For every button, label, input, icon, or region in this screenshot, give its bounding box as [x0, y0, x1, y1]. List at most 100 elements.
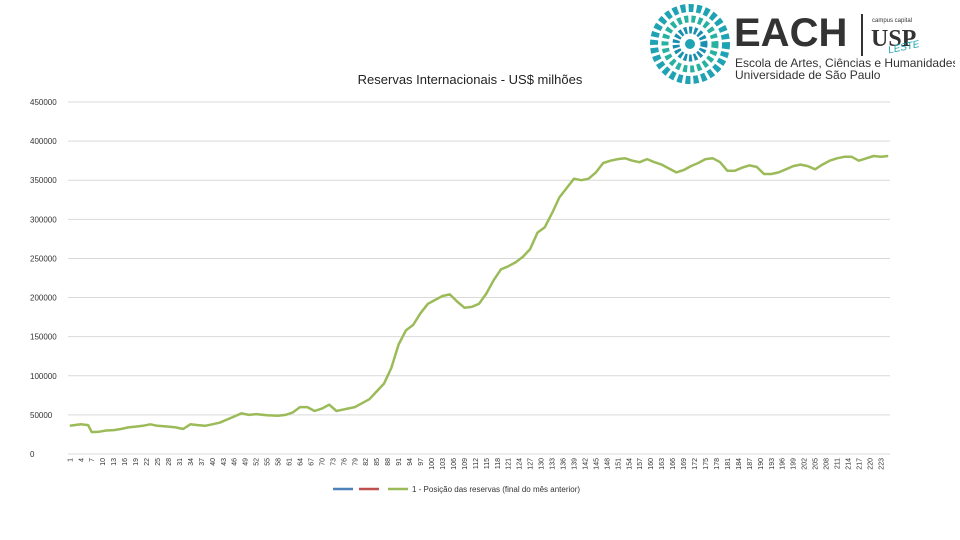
x-tick-label: 94 [407, 458, 414, 466]
x-tick-label: 133 [550, 458, 557, 470]
x-tick-label: 154 [626, 458, 633, 470]
x-tick-label: 115 [484, 458, 491, 469]
x-tick-label: 145 [593, 458, 600, 470]
logo-name: EACH [734, 11, 847, 55]
x-tick-label: 103 [440, 458, 447, 470]
x-tick-label: 55 [265, 458, 272, 466]
logo-school: Escola de Artes, Ciências e Humanidades [735, 56, 955, 70]
x-tick-label: 211 [835, 458, 842, 469]
x-tick-label: 106 [451, 458, 458, 470]
x-tick-label: 46 [232, 458, 239, 466]
logo-graphic: EACH campus capital USP LESTE Escola de … [650, 4, 958, 84]
x-tick-label: 157 [637, 458, 644, 470]
x-tick-label: 136 [561, 458, 568, 470]
x-tick-label: 28 [166, 458, 173, 466]
logo-university: Universidade de São Paulo [735, 68, 881, 82]
x-tick-label: 199 [791, 458, 798, 470]
x-tick-label: 202 [802, 458, 809, 470]
chart-title: Reservas Internacionais - US$ milhões [357, 72, 583, 87]
x-tick-label: 187 [747, 458, 754, 470]
x-tick-label: 127 [528, 458, 535, 470]
x-tick-label: 181 [725, 458, 732, 470]
x-tick-label: 208 [824, 458, 831, 470]
y-tick-label: 250000 [30, 254, 57, 263]
x-tick-label: 73 [330, 458, 337, 466]
x-axis-ticks: 1 4 7 10 13 16 19 22 25 28 31 34 37 40 43 46 49 52 55 58 61 6… [67, 458, 885, 470]
x-tick-label: 13 [111, 458, 118, 466]
x-tick-label: 193 [769, 458, 776, 470]
x-tick-label: 184 [736, 458, 743, 470]
y-axis-ticks: 0 50000 100000 150000 200000 250000 300000 3500… [30, 98, 57, 459]
x-tick-label: 91 [396, 458, 403, 466]
y-tick-label: 200000 [30, 294, 57, 303]
x-tick-label: 85 [374, 458, 381, 466]
x-tick-label: 112 [473, 458, 480, 469]
x-tick-label: 169 [681, 458, 688, 470]
gridlines [68, 101, 890, 455]
x-tick-label: 100 [429, 458, 436, 470]
x-tick-label: 163 [659, 458, 666, 470]
x-tick-label: 7 [89, 458, 96, 462]
y-tick-label: 0 [30, 450, 35, 459]
legend-label: 1 - Posição das reservas (final do mês a… [412, 485, 580, 494]
x-tick-label: 37 [199, 458, 206, 466]
x-tick-label: 223 [878, 458, 885, 470]
x-tick-label: 142 [582, 458, 589, 470]
x-tick-label: 79 [352, 458, 359, 466]
x-tick-label: 52 [254, 458, 261, 466]
x-tick-label: 70 [319, 458, 326, 466]
logo-mosaic-icon [650, 4, 730, 84]
x-tick-label: 19 [133, 458, 140, 466]
y-tick-label: 50000 [30, 411, 53, 420]
x-tick-label: 31 [177, 458, 184, 466]
x-tick-label: 121 [506, 458, 513, 470]
x-tick-label: 172 [692, 458, 699, 470]
y-tick-label: 300000 [30, 215, 57, 224]
x-tick-label: 1 [67, 458, 74, 462]
x-tick-label: 88 [385, 458, 392, 466]
series-layer [69, 154, 889, 434]
x-tick-label: 43 [221, 458, 228, 466]
x-tick-label: 49 [243, 458, 250, 466]
x-tick-label: 64 [297, 458, 304, 466]
y-tick-label: 150000 [30, 333, 57, 342]
legend: 1 - Posição das reservas (final do mês a… [333, 485, 580, 494]
x-tick-label: 4 [78, 458, 85, 462]
x-tick-label: 118 [495, 458, 502, 469]
x-tick-label: 97 [418, 458, 425, 466]
x-tick-label: 148 [604, 458, 611, 470]
x-tick-label: 130 [539, 458, 546, 470]
y-tick-label: 350000 [30, 176, 57, 185]
x-tick-label: 151 [615, 458, 622, 470]
x-tick-label: 58 [276, 458, 283, 466]
x-tick-label: 124 [517, 458, 524, 470]
x-tick-label: 22 [144, 458, 151, 466]
x-tick-label: 205 [813, 458, 820, 470]
x-tick-label: 82 [363, 458, 370, 466]
logo-campus-mark: USP [871, 26, 916, 52]
x-tick-label: 16 [122, 458, 129, 466]
x-tick-label: 139 [571, 458, 578, 470]
y-tick-label: 400000 [30, 137, 57, 146]
y-tick-label: 450000 [30, 98, 57, 107]
x-tick-label: 109 [462, 458, 469, 470]
x-tick-label: 190 [758, 458, 765, 470]
series-line [69, 154, 889, 434]
x-tick-label: 40 [210, 458, 217, 466]
x-tick-label: 76 [341, 458, 348, 466]
x-tick-label: 196 [780, 458, 787, 470]
logo-campus: campus capital [872, 18, 912, 24]
x-tick-label: 175 [703, 458, 710, 470]
x-tick-label: 25 [155, 458, 162, 466]
x-tick-label: 67 [308, 458, 315, 466]
x-tick-label: 178 [714, 458, 721, 470]
x-tick-label: 217 [856, 458, 863, 470]
each-usp-logo: EACH campus capital USP LESTE Escola de … [650, 4, 958, 86]
x-tick-label: 214 [845, 458, 852, 470]
x-tick-label: 10 [100, 458, 107, 466]
x-tick-label: 34 [188, 458, 195, 466]
x-tick-label: 61 [287, 458, 294, 466]
x-tick-label: 160 [648, 458, 655, 470]
x-tick-label: 220 [867, 458, 874, 470]
